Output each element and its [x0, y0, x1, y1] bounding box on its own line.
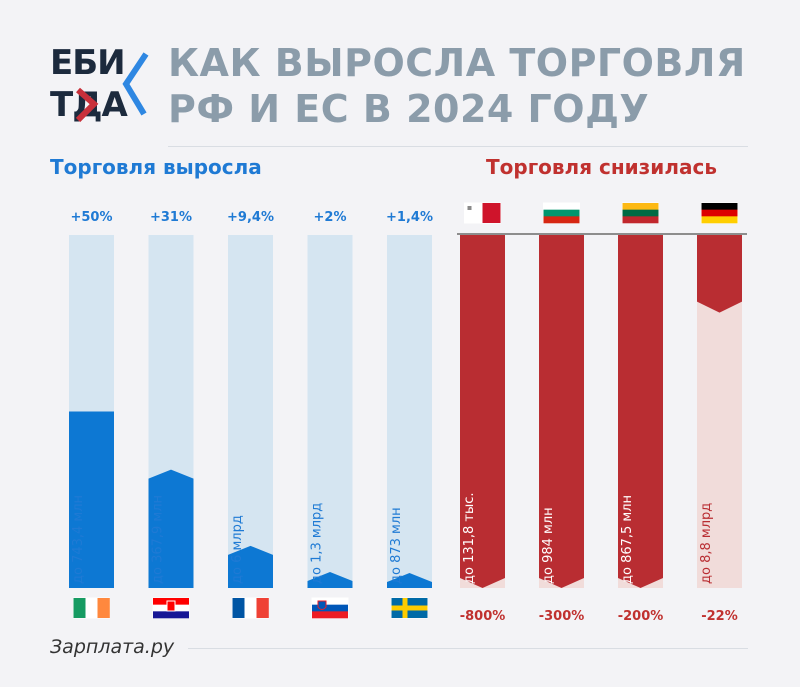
- growth-section-title: Торговля выросла: [50, 155, 262, 179]
- footer-divider: [188, 648, 748, 649]
- growth-bar-label-5: до 873 млн: [389, 507, 404, 584]
- growth-value-label-1: +50%: [70, 210, 112, 225]
- decline-bar-4: [697, 235, 742, 313]
- growth-bar-3: [228, 545, 273, 588]
- page-title: КАК ВЫРОСЛА ТОРГОВЛЯ РФ И ЕС В 2024 ГОДУ: [168, 40, 768, 132]
- growth-value-label-4: +2%: [314, 210, 347, 225]
- growth-bar-5: [387, 573, 432, 588]
- decline-value-label-2: -300%: [539, 609, 585, 624]
- decline-bar-1: [460, 235, 505, 588]
- decline-bar-label-2: до 984 млн: [541, 507, 556, 584]
- logo: ЕБИ ТДА: [50, 44, 150, 128]
- header-divider: [168, 146, 748, 147]
- growth-bar-label-4: до 1,3 млрд: [310, 503, 325, 584]
- decline-value-label-1: -800%: [460, 609, 506, 624]
- page-title-line-2: РФ И ЕС В 2024 ГОДУ: [168, 87, 650, 131]
- decline-bar-label-4: до 8,8 млрд: [699, 503, 714, 584]
- decline-bar-3: [618, 235, 663, 588]
- decline-bar-2: [539, 235, 584, 588]
- growth-bar-label-2: до 367,9 млн: [151, 495, 166, 584]
- decline-bar-label-3: до 867,5 млн: [620, 495, 635, 584]
- growth-value-label-3: +9,4%: [227, 210, 274, 225]
- growth-bar-track: [307, 235, 353, 588]
- growth-bar-label-1: до 743,4 млн: [71, 495, 86, 584]
- growth-value-label-2: +31%: [150, 210, 192, 225]
- logo-text-top: ЕБИ: [50, 43, 126, 83]
- growth-value-label-5: +1,4%: [386, 210, 433, 225]
- growth-bar-4: [307, 571, 353, 588]
- growth-bar-2: [148, 469, 194, 588]
- growth-bar-track: [228, 235, 273, 588]
- decline-baseline: [457, 233, 747, 235]
- decline-value-label-3: -200%: [618, 609, 664, 624]
- growth-bar-label-3: до 6 млрд: [230, 515, 245, 584]
- growth-bar-1: [69, 411, 114, 588]
- decline-section-title: Торговля снизилась: [486, 155, 717, 179]
- decline-value-label-4: -22%: [701, 609, 738, 624]
- page-title-line-1: КАК ВЫРОСЛА ТОРГОВЛЯ: [168, 41, 746, 85]
- decline-bar-label-1: до 131,8 тыс.: [462, 492, 477, 584]
- growth-bar-track: [387, 235, 432, 588]
- source-credit: Зарплата.ру: [50, 636, 175, 658]
- logo-chevron-icon: [75, 52, 149, 123]
